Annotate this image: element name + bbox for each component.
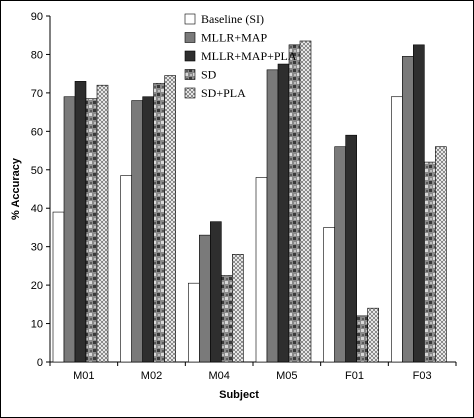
- bar-baseline-si--f01: [323, 227, 335, 363]
- bar-mllr-map-pla-f03: [413, 44, 425, 363]
- y-tick-label: 10: [31, 319, 43, 331]
- bar-sd-pla-f03: [435, 146, 447, 363]
- bar-mllr-map-pla-f01: [345, 134, 357, 363]
- bar-mllr-map-f03: [402, 56, 414, 363]
- legend-label: SD: [201, 68, 217, 82]
- y-tick-label: 60: [31, 126, 43, 138]
- bar-mllr-map-m04: [199, 234, 211, 363]
- bar-sd-m01: [85, 98, 98, 363]
- bar-mllr-map-m01: [63, 96, 76, 363]
- bar-sd-pla-m05: [299, 40, 312, 363]
- x-tick-label: M05: [276, 370, 297, 382]
- y-tick-label: 20: [31, 280, 43, 292]
- bar-sd-f01: [356, 315, 368, 363]
- legend-swatch: [184, 13, 196, 25]
- legend-label: MLLR+MAP: [201, 31, 267, 45]
- legend-label: MLLR+MAP+PLA: [201, 49, 297, 63]
- bar-sd-m04: [221, 275, 233, 363]
- x-axis-label: Subject: [219, 389, 259, 401]
- bar-sd-pla-m01: [96, 84, 109, 363]
- y-tick-label: 90: [31, 11, 43, 23]
- y-axis-label: % Accuracy: [10, 157, 22, 220]
- x-tick-label: M04: [208, 370, 229, 382]
- bar-sd-m05: [288, 44, 301, 363]
- legend-label: Baseline (SI): [201, 12, 264, 26]
- y-tick-label: 80: [31, 49, 43, 61]
- bar-mllr-map-f01: [334, 146, 346, 363]
- y-tick-label: 70: [31, 88, 43, 100]
- bar-sd-f03: [424, 161, 436, 363]
- x-tick-label: M01: [73, 370, 94, 382]
- bar-mllr-map-m02: [131, 100, 143, 363]
- legend-swatch: [184, 87, 196, 99]
- legend-label: SD+PLA: [201, 86, 246, 100]
- legend-swatch: [184, 32, 196, 43]
- bar-baseline-si--m01: [52, 211, 65, 363]
- bar-baseline-si--m04: [188, 282, 200, 363]
- bar-sd-m02: [153, 82, 165, 363]
- y-tick-label: 40: [31, 203, 43, 215]
- bar-mllr-map-m05: [266, 69, 279, 363]
- y-tick-label: 50: [31, 165, 43, 177]
- bar-mllr-map-pla-m05: [277, 63, 290, 363]
- bar-sd-pla-m02: [164, 75, 176, 363]
- bar-sd-pla-f01: [367, 307, 379, 363]
- bar-sd-pla-m04: [232, 254, 244, 363]
- bar-mllr-map-pla-m04: [210, 221, 222, 363]
- y-tick-label: 0: [37, 357, 43, 369]
- bar-mllr-map-pla-m02: [142, 96, 154, 363]
- x-tick-label: F01: [345, 370, 364, 382]
- x-tick-label: M02: [141, 370, 162, 382]
- y-tick-label: 30: [31, 242, 43, 254]
- bar-baseline-si--m05: [255, 177, 268, 363]
- x-tick-label: F03: [413, 370, 432, 382]
- bar-mllr-map-pla-m01: [74, 81, 87, 363]
- bar-baseline-si--f03: [391, 96, 403, 363]
- legend-swatch: [184, 69, 196, 80]
- legend-swatch: [184, 50, 196, 62]
- bar-baseline-si--m02: [120, 175, 132, 363]
